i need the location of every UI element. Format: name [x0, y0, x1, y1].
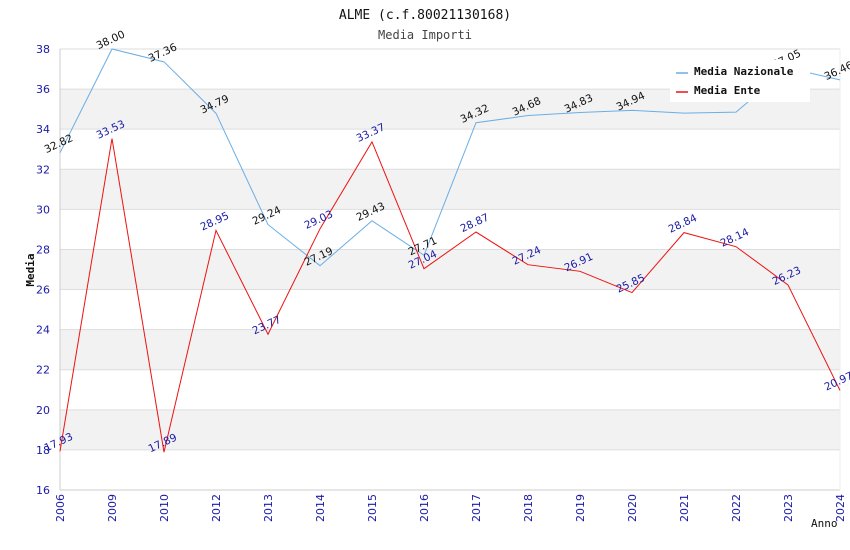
x-tick-label: 2010: [158, 494, 171, 522]
x-axis-label: Anno: [811, 517, 838, 530]
x-tick-label: 2024: [834, 494, 847, 522]
x-tick-label: 2020: [626, 494, 639, 522]
chart-subtitle: Media Importi: [378, 28, 472, 42]
x-tick-label: 2023: [782, 494, 795, 522]
legend: Media Nazionale Media Ente: [670, 60, 810, 102]
x-tick-label: 2021: [678, 494, 691, 522]
grid-bands: [60, 49, 840, 490]
x-tick-label: 2016: [418, 494, 431, 522]
y-tick-label: 24: [36, 324, 50, 337]
x-tick-label: 2012: [210, 494, 223, 522]
legend-label-ente: Media Ente: [694, 84, 761, 97]
y-tick-label: 30: [36, 203, 50, 216]
grid-band: [60, 249, 840, 290]
grid-band: [60, 449, 840, 490]
x-tick-label: 2014: [314, 494, 327, 522]
chart-title: ALME (c.f.80021130168): [339, 8, 511, 23]
y-tick-label: 32: [36, 163, 50, 176]
x-tick-label: 2013: [262, 494, 275, 522]
y-tick-label: 34: [36, 123, 50, 136]
y-tick-label: 22: [36, 364, 50, 377]
y-tick-label: 38: [36, 43, 50, 56]
grid-band: [60, 129, 840, 170]
grid-band: [60, 369, 840, 410]
axes: [59, 49, 841, 491]
grid-band: [60, 329, 840, 370]
x-tick-label: 2009: [106, 494, 119, 522]
x-tick-label: 2006: [54, 494, 67, 522]
series-lines: [59, 48, 841, 453]
y-tick-label: 28: [36, 243, 50, 256]
grid-band: [60, 209, 840, 250]
y-tick-label: 20: [36, 404, 50, 417]
y-tick-label: 36: [36, 83, 50, 96]
series-line-nazionale: [59, 48, 841, 267]
grid-band: [60, 289, 840, 330]
x-tick-label: 2022: [730, 494, 743, 522]
y-tick-labels: 16 18 20 22 24 26 28 30 32 34 36 38: [36, 43, 50, 497]
x-tick-label: 2018: [522, 494, 535, 522]
x-tick-label: 2017: [470, 494, 483, 522]
grid-band: [60, 409, 840, 450]
x-tick-label: 2019: [574, 494, 587, 522]
series-line-ente: [59, 138, 841, 453]
x-tick-label: 2015: [366, 494, 379, 522]
y-tick-label: 16: [36, 484, 50, 497]
legend-box: [670, 60, 810, 102]
legend-label-nazionale: Media Nazionale: [694, 65, 794, 78]
y-tick-label: 18: [36, 444, 50, 457]
x-tick-labels: 2006 2009 2010 2012 2013 2014 2015 2016 2017 2018…: [54, 494, 847, 522]
y-axis-label: Media: [24, 253, 37, 286]
y-tick-label: 26: [36, 284, 50, 297]
